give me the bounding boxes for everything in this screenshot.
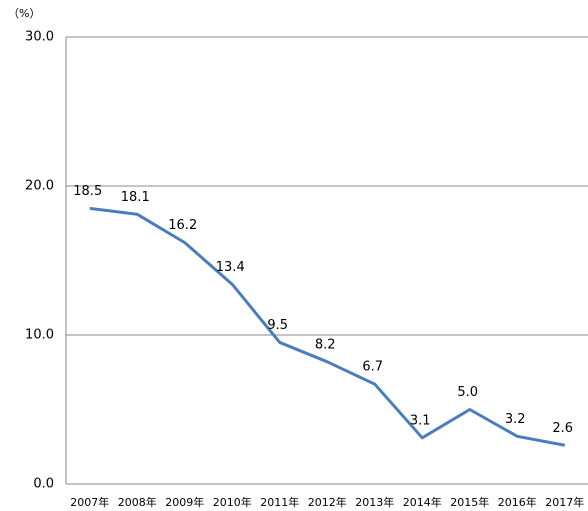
data-label: 13.4 bbox=[216, 260, 245, 275]
x-tick-label: 2017年 bbox=[545, 495, 584, 509]
data-label: 8.2 bbox=[315, 337, 336, 352]
unit-label: （%） bbox=[8, 7, 40, 20]
data-label: 18.5 bbox=[73, 184, 102, 199]
y-tick-label: 0.0 bbox=[33, 477, 54, 492]
data-label: 3.1 bbox=[410, 413, 431, 428]
x-tick-label: 2012年 bbox=[308, 495, 347, 509]
data-label: 18.1 bbox=[121, 190, 150, 205]
x-tick-label: 2013年 bbox=[355, 495, 394, 509]
data-label: 2.6 bbox=[552, 421, 573, 436]
x-tick-label: 2009年 bbox=[165, 495, 204, 509]
x-tick-label: 2016年 bbox=[498, 495, 537, 509]
y-tick-label: 10.0 bbox=[25, 328, 54, 343]
x-tick-label: 2014年 bbox=[403, 495, 442, 509]
data-label: 9.5 bbox=[267, 318, 288, 333]
x-tick-label: 2011年 bbox=[260, 495, 299, 509]
x-tick-label: 2008年 bbox=[118, 495, 157, 509]
data-label: 16.2 bbox=[168, 218, 197, 233]
x-tick-label: 2007年 bbox=[70, 495, 109, 509]
y-tick-label: 30.0 bbox=[25, 30, 54, 45]
y-tick-label: 20.0 bbox=[25, 179, 54, 194]
data-label: 6.7 bbox=[362, 360, 383, 375]
data-label: 5.0 bbox=[457, 385, 478, 400]
x-tick-label: 2015年 bbox=[450, 495, 489, 509]
x-tick-label: 2010年 bbox=[213, 495, 252, 509]
line bbox=[89, 206, 566, 447]
data-label: 3.2 bbox=[505, 412, 526, 427]
